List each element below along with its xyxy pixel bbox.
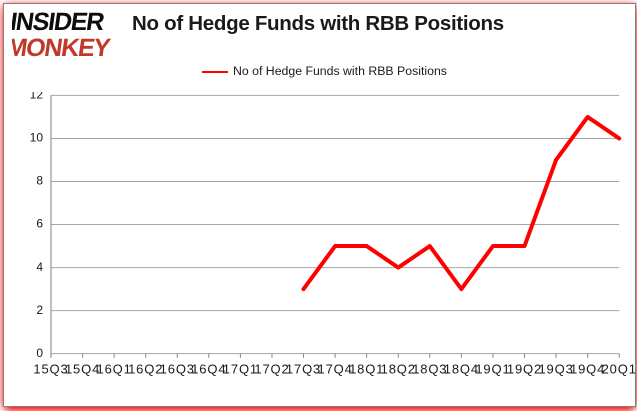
svg-text:19Q2: 19Q2 (507, 361, 542, 376)
svg-text:16Q2: 16Q2 (128, 361, 163, 376)
svg-text:2: 2 (36, 303, 43, 317)
svg-text:MONKEY: MONKEY (12, 34, 113, 60)
svg-text:16Q3: 16Q3 (160, 361, 195, 376)
svg-text:8: 8 (36, 174, 43, 188)
svg-text:18Q1: 18Q1 (349, 361, 384, 376)
svg-text:18Q4: 18Q4 (444, 361, 479, 376)
svg-text:20Q1: 20Q1 (602, 361, 635, 376)
svg-text:15Q3: 15Q3 (33, 361, 68, 376)
svg-text:19Q1: 19Q1 (475, 361, 510, 376)
svg-text:19Q4: 19Q4 (570, 361, 605, 376)
svg-text:18Q2: 18Q2 (381, 361, 416, 376)
svg-text:6: 6 (36, 217, 43, 231)
svg-text:16Q4: 16Q4 (191, 361, 226, 376)
svg-text:17Q2: 17Q2 (254, 361, 289, 376)
svg-text:10: 10 (30, 131, 44, 145)
svg-text:17Q1: 17Q1 (223, 361, 258, 376)
svg-text:INSIDER: INSIDER (12, 10, 106, 36)
svg-text:0: 0 (36, 346, 43, 360)
svg-text:16Q1: 16Q1 (97, 361, 132, 376)
svg-text:19Q3: 19Q3 (538, 361, 573, 376)
svg-text:17Q3: 17Q3 (286, 361, 321, 376)
svg-text:4: 4 (36, 260, 43, 274)
svg-text:17Q4: 17Q4 (317, 361, 352, 376)
svg-text:12: 12 (30, 92, 44, 102)
svg-text:15Q4: 15Q4 (65, 361, 100, 376)
svg-text:18Q3: 18Q3 (412, 361, 447, 376)
